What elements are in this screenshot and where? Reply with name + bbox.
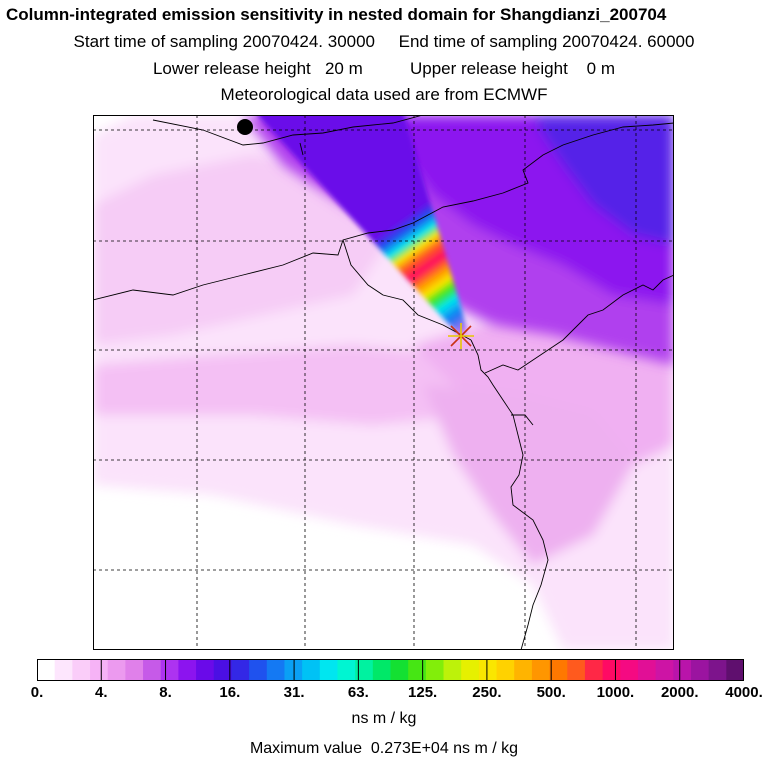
- colorbar-cell: [302, 659, 321, 681]
- colorbar-tick-label: 4.: [95, 684, 108, 701]
- plot-title: Column-integrated emission sensitivity i…: [6, 5, 667, 24]
- colorbar-tick-label: 1000.: [596, 684, 635, 701]
- colorbar-cell: [478, 659, 498, 681]
- cross-marker: [448, 323, 474, 349]
- colorbar-cell: [443, 659, 462, 681]
- colorbar-cell: [143, 659, 162, 681]
- colorbar-cell: [72, 659, 91, 681]
- colorbar-cell: [125, 659, 144, 681]
- colorbar-tick-label: 250.: [472, 684, 502, 701]
- colorbar-tick-label: 63.: [347, 684, 369, 701]
- colorbar-tick-label: 0.: [30, 684, 44, 701]
- colorbar-cell: [496, 659, 515, 681]
- colorbar-cell: [90, 659, 109, 681]
- release-height-line: Lower release height 20 m Upper release …: [152, 59, 616, 78]
- colorbar-cell: [408, 659, 427, 681]
- colorbar-cell: [37, 659, 56, 681]
- colorbar-cell: [178, 659, 197, 681]
- colorbar-cell: [337, 659, 356, 681]
- colorbar-cell: [425, 659, 445, 681]
- colorbar-cell: [549, 659, 568, 681]
- colorbar-cell: [160, 659, 179, 681]
- colorbar-tick-label: 2000.: [660, 684, 699, 701]
- black-dot-marker: [237, 119, 253, 135]
- colorbar-units: ns m / kg: [351, 710, 417, 727]
- colorbar-cell: [390, 659, 409, 681]
- colorbar-cell: [461, 659, 480, 681]
- colorbar-cell: [655, 659, 674, 681]
- colorbar-cell: [196, 659, 215, 681]
- colorbar-tick-label: 16.: [219, 684, 241, 701]
- colorbar-cell: [355, 659, 374, 681]
- colorbar-cell: [319, 659, 338, 681]
- emission-plume: [256, 115, 467, 341]
- colorbar-tick-label: 500.: [536, 684, 566, 701]
- sampling-time-line: Start time of sampling 20070424. 30000 E…: [73, 32, 695, 51]
- colorbar-cell: [266, 659, 285, 681]
- colorbar-tick-label: 31.: [283, 684, 305, 701]
- colorbar-cell: [726, 659, 744, 681]
- colorbar-cell: [213, 659, 232, 681]
- colorbar-cell: [673, 659, 692, 681]
- colorbar: [37, 659, 744, 681]
- colorbar-cell: [567, 659, 586, 681]
- colorbar-cell: [584, 659, 604, 681]
- colorbar-tick-label: 4000.: [725, 684, 763, 701]
- colorbar-cell: [620, 659, 639, 681]
- colorbar-cell: [284, 659, 303, 681]
- sensitivity-map: [93, 115, 674, 650]
- colorbar-cell: [249, 659, 268, 681]
- colorbar-cell: [531, 659, 551, 681]
- colorbar-tick-label: 8.: [159, 684, 172, 701]
- lat-lon-grid: [93, 115, 674, 650]
- colorbar-cell: [107, 659, 126, 681]
- colorbar-cell: [372, 659, 391, 681]
- colorbar-cell: [514, 659, 533, 681]
- met-data-line: Meteorological data used are from ECMWF: [220, 85, 548, 104]
- colorbar-cell: [602, 659, 621, 681]
- colorbar-cell: [690, 659, 710, 681]
- colorbar-cell: [231, 659, 250, 681]
- coastlines-and-borders: [93, 115, 674, 650]
- colorbar-cell: [637, 659, 657, 681]
- colorbar-cell: [54, 659, 73, 681]
- max-value-text: Maximum value 0.273E+04 ns m / kg: [249, 740, 519, 757]
- colorbar-cell: [708, 659, 727, 681]
- colorbar-tick-label: 125.: [408, 684, 438, 701]
